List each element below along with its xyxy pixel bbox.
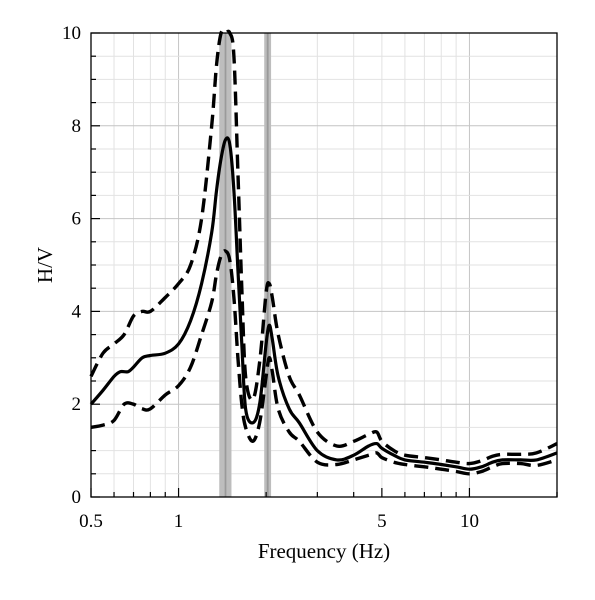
series-line-mean <box>89 136 558 471</box>
y-axis-title: H/V <box>33 247 57 283</box>
x-tick-label: 0.5 <box>79 511 103 532</box>
y-tick-label: 10 <box>62 23 81 44</box>
y-tick-label: 6 <box>72 209 82 230</box>
y-tick-label: 4 <box>72 301 82 322</box>
peak-band-center <box>224 33 227 497</box>
peak-band-center <box>266 33 269 497</box>
y-tick-label: 0 <box>72 487 82 508</box>
y-tick-label: 2 <box>72 394 82 415</box>
x-tick-label: 10 <box>460 511 479 532</box>
axis-ticks <box>90 32 558 498</box>
series-lines <box>89 28 558 476</box>
x-tick-label: 5 <box>377 511 387 532</box>
x-tick-label: 1 <box>174 511 184 532</box>
grid <box>90 32 558 498</box>
tick-labels: 0.5 1 5 10 0 2 4 6 8 10 <box>62 23 479 532</box>
y-tick-label: 8 <box>72 116 82 137</box>
series-line-bound-2 <box>90 249 558 476</box>
series-line-bound-1 <box>89 28 558 466</box>
x-axis-title: Frequency (Hz) <box>258 539 390 563</box>
